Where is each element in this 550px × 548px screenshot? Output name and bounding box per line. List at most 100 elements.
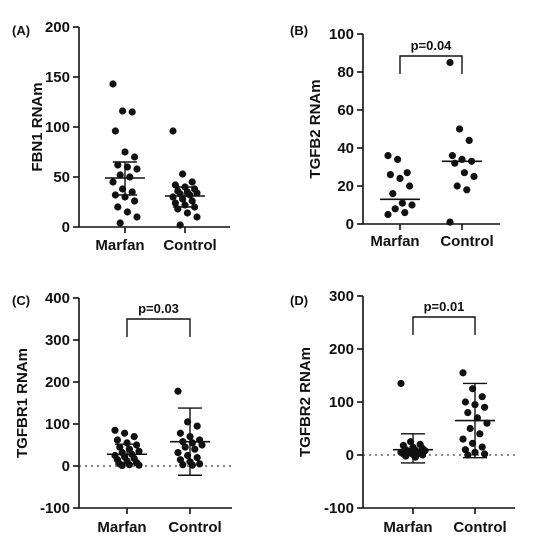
data-point [384,210,392,219]
data-point [464,409,472,417]
data-point [196,460,204,468]
panel-c: (C) -100 0 100 200 300 400 Marfan Control TGFBR1 … [12,290,232,536]
category-label: Control [440,233,493,250]
y-tick-label: 0 [346,447,354,464]
data-point [384,152,392,160]
category-label: Control [163,237,216,254]
data-point [398,199,406,207]
data-point [126,173,134,181]
data-point [397,379,405,388]
data-point [179,461,187,469]
data-point [193,189,201,197]
data-point [121,148,129,156]
data-point [133,165,141,173]
data-point [476,430,484,438]
y-tick-label: 150 [45,69,70,86]
y-tick-label: 300 [329,288,354,305]
data-point [193,213,201,221]
y-axis-title: FBN1 RNAm [29,82,46,171]
data-point [181,443,189,451]
data-point [174,387,182,395]
panel-b: (B) 0 20 40 60 80 100 Marfan Control TGFB2 RNAm p=… [290,23,500,250]
y-tick-label: 100 [329,394,354,411]
data-point [113,436,121,444]
data-point [460,169,468,177]
data-point [111,127,119,135]
y-tick-label: 60 [337,102,354,119]
data-point [121,429,129,437]
data-point [465,136,473,144]
significance-bracket [126,318,191,337]
data-point [396,174,404,182]
data-point [131,153,139,161]
data-point [483,419,491,427]
data-point [408,201,416,209]
data-point [466,424,474,433]
data-point [188,197,196,205]
panel-tag: (B) [290,23,308,38]
significance-bracket [412,316,476,335]
significance-bracket [399,55,463,74]
y-tick-label: 200 [45,19,70,36]
data-point [386,171,394,179]
y-tick-label: -100 [324,500,354,517]
y-tick-label: 50 [53,169,70,186]
data-point [481,450,489,458]
data-point [191,445,199,453]
category-label: Control [453,519,506,536]
category-label: Control [168,519,221,536]
data-point [135,461,143,469]
y-tick-label: 400 [45,290,70,307]
y-tick-label: 100 [45,416,70,433]
data-point [133,441,141,449]
data-point [171,199,179,207]
data-point [109,80,117,88]
category-label: Marfan [95,237,144,254]
data-point [481,403,489,411]
data-point [463,186,471,194]
significance-label: p=0.03 [138,301,179,316]
y-tick-label: 40 [337,140,354,157]
category-label: Marfan [370,233,419,250]
data-point [169,127,177,135]
data-point [401,209,409,217]
data-point [116,219,124,227]
data-point [453,182,461,190]
data-point [446,58,454,67]
data-point [114,203,122,211]
data-point [394,155,402,163]
data-point [116,443,124,451]
data-point [128,108,136,116]
y-tick-label: 300 [45,332,70,349]
panel-tag: (D) [290,293,308,308]
data-point [470,172,478,181]
panel-tag: (A) [12,23,30,38]
category-label: Marfan [383,519,432,536]
y-axis-title: TGFBR1 RNAm [14,348,31,458]
y-tick-label: 20 [337,178,354,195]
y-tick-label: 0 [346,216,354,233]
data-point [128,188,136,196]
data-point [130,433,138,441]
y-tick-label: -100 [40,500,70,517]
data-point [114,161,122,169]
y-tick-label: 0 [62,458,70,475]
data-point [111,426,119,434]
data-point [419,451,427,459]
y-tick-label: 100 [329,26,354,43]
data-point [176,221,184,229]
data-point [446,218,454,226]
y-axis-title: TGFBR2 RNAm [297,347,314,457]
category-label: Marfan [97,519,146,536]
data-point [456,125,464,133]
data-point [193,422,201,430]
data-point [176,429,184,437]
data-point [198,441,206,449]
y-tick-label: 100 [45,119,70,136]
data-point [461,398,469,406]
data-point [116,171,124,179]
data-point [131,197,139,205]
significance-label: p=0.04 [411,38,453,53]
data-point [403,169,411,177]
